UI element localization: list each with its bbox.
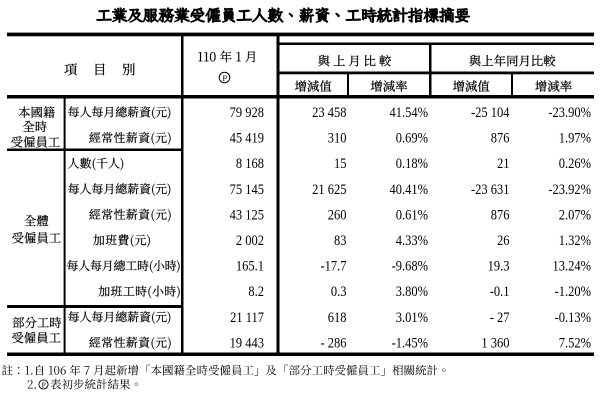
svg-text:310: 310 (328, 130, 347, 146)
svg-text:41.54%: 41.54% (390, 104, 428, 120)
svg-text:-0.1: -0.1 (490, 283, 510, 299)
svg-text:19.3: 19.3 (488, 258, 510, 274)
svg-text:79 928: 79 928 (230, 104, 265, 120)
svg-text:83: 83 (334, 232, 347, 248)
svg-text:-1.20%: -1.20% (555, 283, 591, 299)
svg-text:-0.13%: -0.13% (555, 309, 591, 325)
svg-text:4.33%: 4.33% (396, 232, 428, 248)
svg-text:45 419: 45 419 (230, 130, 265, 146)
svg-text:P: P (42, 381, 46, 390)
svg-text:7.52%: 7.52% (559, 335, 591, 351)
svg-text:P: P (222, 73, 227, 83)
svg-text:0.3: 0.3 (331, 283, 347, 299)
svg-text:-1.45%: -1.45% (392, 335, 428, 351)
svg-text:2.07%: 2.07% (559, 207, 591, 223)
svg-text:19 443: 19 443 (230, 335, 265, 351)
svg-text:0.26%: 0.26% (559, 155, 591, 171)
svg-text:260: 260 (328, 207, 347, 223)
svg-text:0.69%: 0.69% (396, 130, 428, 146)
svg-text:8.2: 8.2 (248, 283, 264, 299)
svg-text:3.80%: 3.80% (396, 283, 428, 299)
svg-text:8 168: 8 168 (236, 155, 264, 171)
svg-text:1.97%: 1.97% (559, 130, 591, 146)
svg-text:1 360: 1 360 (481, 335, 509, 351)
svg-text:3.01%: 3.01% (396, 309, 428, 325)
svg-text:75 145: 75 145 (230, 181, 265, 197)
svg-text:-25 104: -25 104 (471, 104, 510, 120)
svg-text:-9.68%: -9.68% (392, 258, 428, 274)
svg-text:1.32%: 1.32% (559, 232, 591, 248)
svg-text:- 27: - 27 (490, 309, 510, 325)
svg-text:-17.7: -17.7 (321, 258, 347, 274)
svg-text:40.41%: 40.41% (390, 181, 428, 197)
svg-text:-23.92%: -23.92% (548, 181, 591, 197)
svg-text:21 625: 21 625 (312, 181, 347, 197)
svg-text:165.1: 165.1 (236, 258, 264, 274)
svg-text:23 458: 23 458 (312, 104, 347, 120)
svg-text:876: 876 (491, 207, 510, 223)
svg-text:876: 876 (491, 130, 510, 146)
svg-text:21 117: 21 117 (230, 309, 264, 325)
svg-text:2 002: 2 002 (236, 232, 264, 248)
svg-text:-23 631: -23 631 (471, 181, 509, 197)
svg-text:26: 26 (497, 232, 510, 248)
svg-text:21: 21 (497, 155, 509, 171)
svg-text:13.24%: 13.24% (553, 258, 591, 274)
svg-text:- 286: - 286 (321, 335, 347, 351)
svg-text:0.18%: 0.18% (396, 155, 428, 171)
svg-text:43 125: 43 125 (230, 207, 265, 223)
svg-text:0.61%: 0.61% (396, 207, 428, 223)
svg-text:618: 618 (328, 309, 347, 325)
svg-text:-23.90%: -23.90% (548, 104, 591, 120)
svg-text:15: 15 (334, 155, 347, 171)
